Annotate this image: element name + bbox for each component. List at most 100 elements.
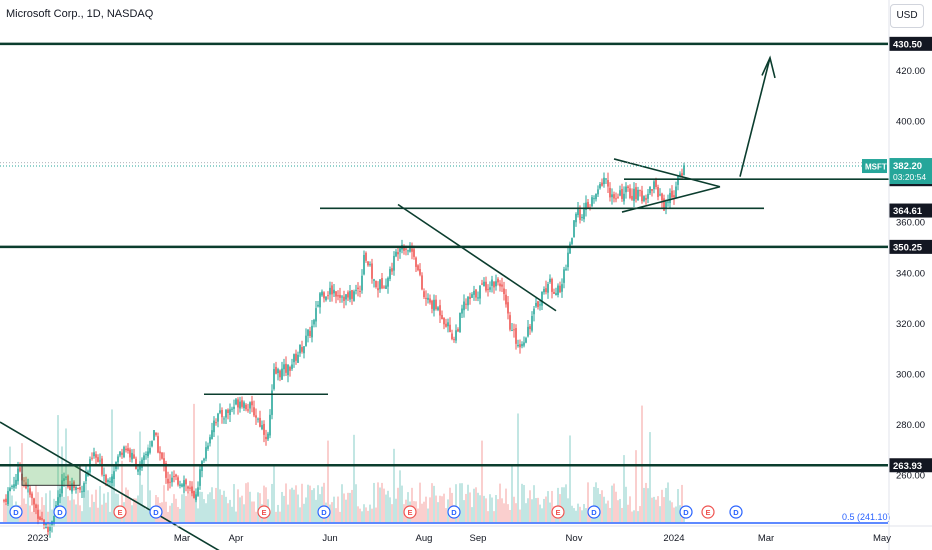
candle-body bbox=[507, 302, 509, 314]
volume-bar bbox=[441, 496, 443, 522]
volume-bar bbox=[465, 493, 467, 522]
candle-body bbox=[307, 329, 309, 336]
volume-bar bbox=[501, 498, 503, 522]
candle-body bbox=[143, 455, 145, 461]
candle-body bbox=[321, 291, 323, 296]
volume-bar bbox=[335, 508, 337, 522]
candle-body bbox=[453, 339, 455, 341]
event-marker-icon[interactable] bbox=[729, 505, 743, 519]
event-marker-icon[interactable] bbox=[403, 505, 417, 519]
candle-body bbox=[567, 252, 569, 268]
volume-bar bbox=[355, 484, 357, 522]
candle-body bbox=[305, 335, 307, 346]
volume-bar bbox=[373, 482, 375, 522]
volume-bar bbox=[223, 490, 225, 522]
event-marker-icon[interactable] bbox=[257, 505, 271, 519]
candle-body bbox=[261, 425, 263, 430]
volume-bar bbox=[179, 508, 181, 522]
candle-body bbox=[63, 478, 65, 481]
volume-bar bbox=[395, 498, 397, 522]
candle-body bbox=[625, 186, 627, 193]
candle-body bbox=[439, 305, 441, 316]
price-axis[interactable]: 260.00 280.00 300.00 320.00 340.00 360.00 400.… bbox=[888, 0, 925, 550]
event-marker-icon[interactable] bbox=[551, 505, 565, 519]
volume-bar bbox=[523, 485, 525, 522]
volume-bar bbox=[149, 490, 151, 522]
candle-body bbox=[629, 188, 631, 198]
event-marker-icon[interactable] bbox=[149, 505, 163, 519]
support-box bbox=[21, 464, 81, 486]
y-tick-label: 260.00 bbox=[896, 471, 925, 482]
candle-body bbox=[277, 369, 279, 374]
candle-body bbox=[75, 486, 77, 491]
currency-button[interactable]: USD bbox=[890, 4, 924, 28]
candle-body bbox=[465, 303, 467, 305]
volume-bar bbox=[29, 505, 31, 522]
volume-bar bbox=[521, 483, 523, 522]
volume-bar bbox=[371, 508, 373, 522]
candle-body bbox=[325, 296, 327, 301]
candle-body bbox=[41, 518, 43, 520]
candle-body bbox=[329, 287, 331, 295]
volume-bar bbox=[657, 496, 659, 522]
event-marker-icon[interactable] bbox=[53, 505, 67, 519]
candle-body bbox=[287, 364, 289, 376]
candle-body bbox=[203, 458, 205, 461]
candle-body bbox=[39, 517, 41, 520]
volume-bar bbox=[3, 498, 5, 522]
volume-bar bbox=[167, 511, 169, 522]
ticker-badge bbox=[862, 159, 887, 174]
candle-body bbox=[441, 314, 443, 320]
event-marker-letter: D bbox=[13, 508, 19, 517]
event-marker-icon[interactable] bbox=[317, 505, 331, 519]
candle-body bbox=[581, 216, 583, 218]
candle-body bbox=[517, 344, 519, 347]
candle-body bbox=[469, 296, 471, 300]
candle-body bbox=[515, 328, 517, 344]
event-marker-icon[interactable] bbox=[587, 505, 601, 519]
event-marker-letter: D bbox=[321, 508, 327, 517]
volume-bar bbox=[565, 484, 567, 522]
candle-body bbox=[279, 370, 281, 378]
volume-bar bbox=[473, 488, 475, 522]
candle-body bbox=[351, 290, 353, 299]
volume-bar bbox=[343, 493, 345, 522]
volume-bar bbox=[525, 503, 527, 522]
volume-bar bbox=[145, 509, 147, 522]
volume-bar bbox=[619, 498, 621, 522]
candle-body bbox=[95, 454, 97, 458]
volume-bar bbox=[131, 505, 133, 522]
volume-bar bbox=[231, 506, 233, 522]
volume-bar bbox=[185, 496, 187, 522]
volume-bar bbox=[87, 490, 89, 522]
volume-bar bbox=[431, 483, 433, 522]
event-marker-icon[interactable] bbox=[9, 505, 23, 519]
candle-body bbox=[379, 279, 381, 290]
volume-bar bbox=[263, 485, 265, 522]
candle-body bbox=[185, 479, 187, 485]
candle-body bbox=[13, 484, 15, 488]
candle-body bbox=[9, 488, 11, 491]
candle-body bbox=[209, 437, 211, 444]
volume-bar bbox=[481, 440, 483, 522]
candle-body bbox=[493, 281, 495, 288]
event-marker-icon[interactable] bbox=[701, 505, 715, 519]
volume-bar bbox=[139, 431, 141, 522]
candle-body bbox=[289, 366, 291, 371]
event-marker-icon[interactable] bbox=[447, 505, 461, 519]
candle-body bbox=[369, 264, 371, 266]
candle-body bbox=[463, 301, 465, 311]
event-marker-icon[interactable] bbox=[679, 505, 693, 519]
time-axis[interactable]: 2023 Mar Apr Jun Aug Sep Nov 2024 Mar May bbox=[0, 525, 932, 544]
volume-bar bbox=[143, 506, 145, 522]
volume-bar bbox=[381, 482, 383, 522]
volume-bar bbox=[211, 487, 213, 522]
volume-bar bbox=[367, 510, 369, 522]
volume-bar bbox=[71, 484, 73, 522]
candle-body bbox=[617, 196, 619, 198]
event-marker-icon[interactable] bbox=[113, 505, 127, 519]
volume-bar bbox=[411, 487, 413, 522]
candle-body bbox=[531, 316, 533, 331]
